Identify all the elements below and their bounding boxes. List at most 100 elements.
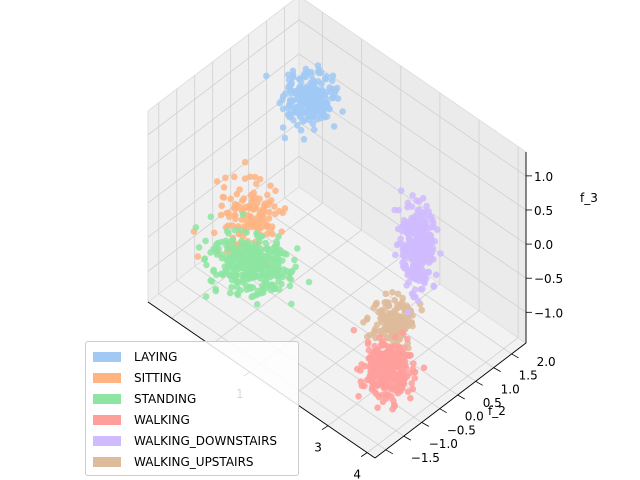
data-point — [404, 308, 412, 316]
legend-item: STANDING — [86, 388, 298, 409]
data-point — [234, 291, 242, 299]
data-point — [217, 211, 225, 219]
data-point — [384, 334, 392, 342]
data-point — [314, 68, 322, 76]
data-point — [253, 230, 260, 237]
data-point — [304, 69, 312, 76]
data-point — [386, 322, 394, 329]
data-point — [405, 234, 413, 242]
data-point — [369, 371, 376, 378]
data-point — [411, 230, 419, 238]
data-point — [427, 239, 435, 247]
legend-item: SITTING — [86, 367, 298, 388]
data-point — [258, 217, 266, 224]
data-point — [305, 278, 313, 286]
data-point — [400, 355, 407, 363]
data-point — [202, 237, 209, 245]
data-point — [420, 364, 428, 372]
data-point — [203, 261, 210, 269]
grid-line — [288, 283, 441, 400]
data-point — [249, 284, 257, 291]
data-point — [403, 282, 411, 289]
data-point — [367, 362, 374, 370]
data-point — [233, 278, 240, 286]
data-point — [326, 105, 333, 113]
data-point — [230, 255, 237, 263]
data-point — [241, 158, 249, 166]
y-tick-label: −0.5 — [447, 423, 476, 437]
data-point — [262, 239, 270, 247]
data-point — [228, 283, 235, 291]
series-standing — [192, 211, 313, 308]
data-point — [355, 393, 362, 400]
data-point — [317, 105, 325, 113]
data-point — [252, 180, 260, 188]
y-tick-label: 1.0 — [501, 382, 520, 396]
data-point — [394, 301, 401, 309]
data-point — [236, 186, 243, 193]
data-point — [260, 207, 268, 215]
data-point — [220, 184, 228, 191]
data-point — [309, 88, 317, 96]
data-point — [365, 346, 373, 354]
data-point — [424, 245, 432, 252]
data-point — [264, 191, 271, 199]
data-point — [391, 307, 399, 315]
data-point — [267, 226, 274, 234]
z-tick-label: −1.0 — [534, 306, 563, 320]
data-point — [279, 124, 287, 131]
data-point — [225, 213, 233, 221]
data-point — [294, 108, 301, 116]
data-point — [251, 173, 259, 181]
data-point — [396, 380, 403, 387]
data-point — [288, 111, 295, 119]
data-point — [231, 265, 239, 273]
data-point — [207, 213, 215, 221]
data-point — [218, 202, 225, 210]
data-point — [303, 96, 311, 103]
tick-labels: 134−1.5−1.0−0.50.00.51.01.52.0−1.0−0.50.… — [236, 170, 563, 480]
data-point — [213, 271, 220, 279]
data-point — [257, 275, 264, 282]
y-tick-label: 2.0 — [537, 355, 556, 369]
tick-mark — [403, 435, 411, 441]
data-point — [333, 84, 341, 92]
data-point — [296, 75, 303, 83]
grid-line — [298, 87, 527, 245]
data-point — [226, 289, 234, 297]
legend-swatch — [93, 393, 121, 404]
data-point — [224, 263, 232, 270]
data-point — [257, 248, 264, 256]
legend-item: LAYING — [86, 346, 298, 367]
data-point — [425, 259, 433, 267]
data-point — [371, 327, 378, 335]
data-point — [310, 126, 318, 133]
data-point — [374, 346, 381, 353]
legend: LAYING SITTING STANDING WALKING WALKING_DOWN… — [85, 341, 299, 476]
data-point — [410, 360, 417, 367]
grid-line — [298, 121, 527, 279]
data-point — [329, 72, 337, 80]
data-point — [274, 272, 282, 280]
grid-line — [366, 337, 519, 453]
data-point — [382, 290, 390, 298]
data-point — [228, 237, 235, 245]
legend-swatch — [93, 414, 121, 425]
y-tick-label: 0.0 — [465, 410, 484, 424]
data-point — [414, 297, 422, 305]
data-point — [268, 283, 276, 291]
data-point — [395, 347, 402, 355]
tick-mark — [385, 449, 393, 455]
data-point — [195, 244, 203, 251]
y-tick-label: 1.5 — [519, 369, 538, 383]
data-point — [404, 203, 411, 211]
grid-line — [298, 19, 527, 177]
data-point — [294, 245, 301, 252]
data-point — [401, 248, 408, 256]
data-point — [207, 277, 214, 284]
data-point — [371, 388, 379, 396]
data-point — [399, 313, 406, 321]
data-point — [427, 250, 435, 258]
data-point — [409, 192, 416, 199]
data-point — [437, 250, 444, 257]
